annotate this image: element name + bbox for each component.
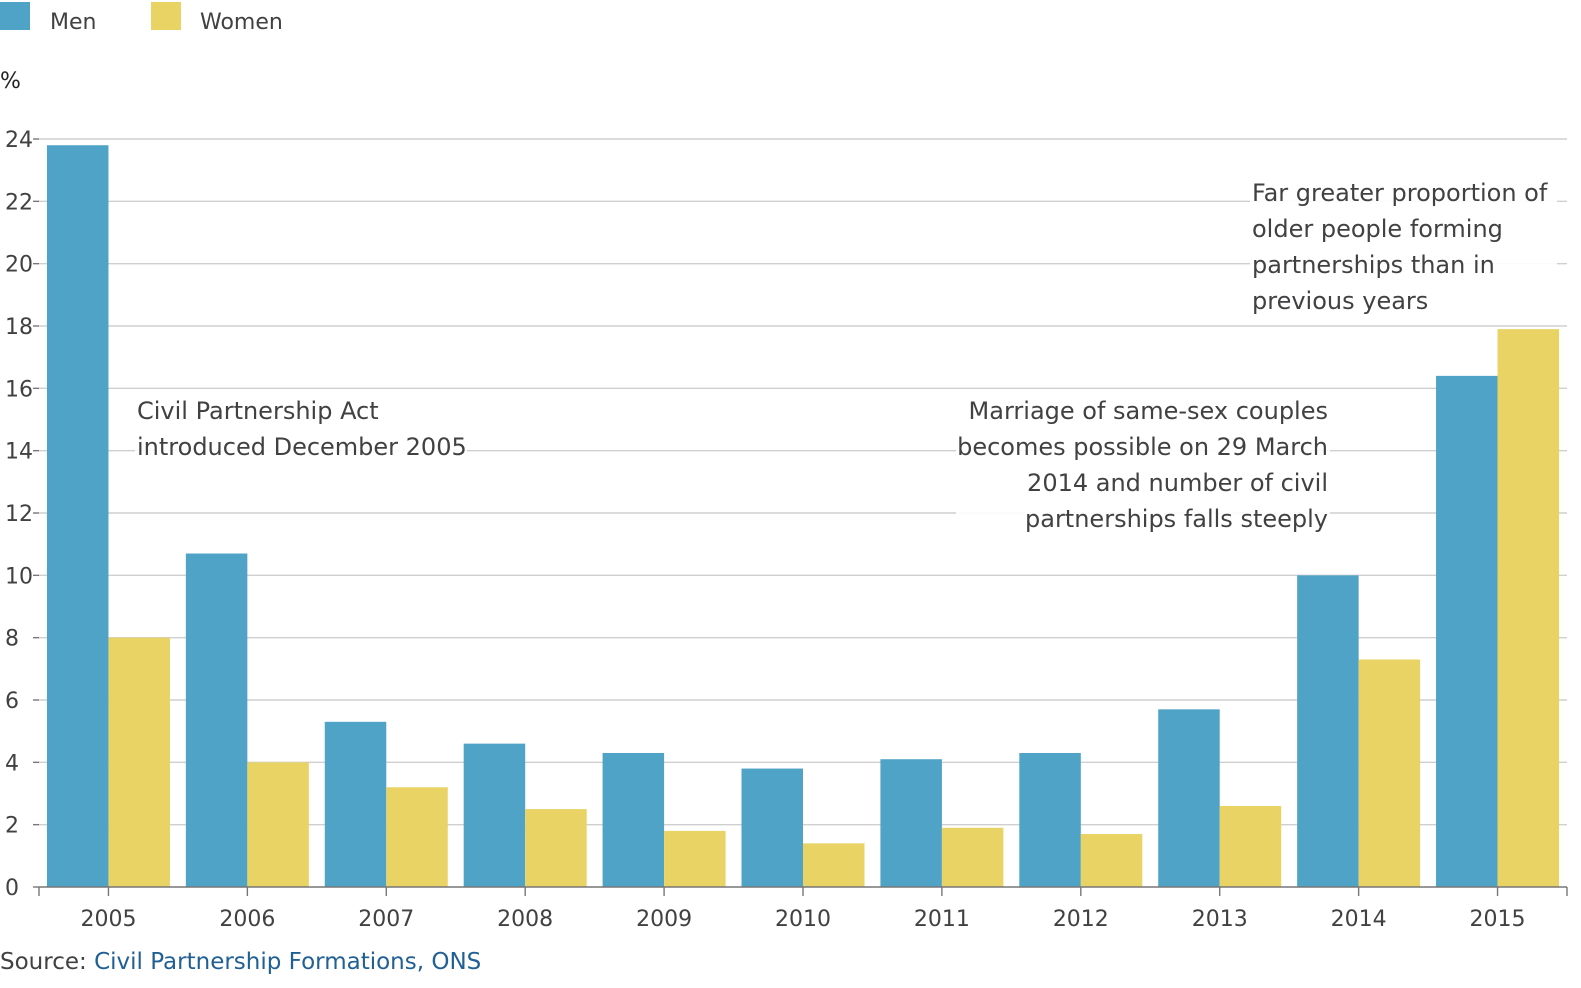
bar-men-2007 <box>324 721 387 887</box>
source-line: Source: Civil Partnership Formations, ON… <box>0 949 481 975</box>
x-tick-label: 2006 <box>219 907 275 932</box>
bar-men-2015 <box>1436 375 1498 887</box>
bar-men-2012 <box>1019 752 1081 887</box>
annotation-line: partnerships than in <box>1252 251 1495 279</box>
annotation-3: Far greater proportion of older people fo… <box>1250 174 1557 322</box>
annotation-background <box>1250 174 1557 322</box>
x-tick-label: 2007 <box>358 907 414 932</box>
annotation-background <box>956 392 1330 540</box>
x-tick-label: 2005 <box>80 907 136 932</box>
y-tick-label: 24 <box>5 128 33 153</box>
bar-women-2005 <box>108 637 170 887</box>
bar-men-2010 <box>741 768 803 887</box>
y-tick-label: 12 <box>5 502 33 527</box>
legend-label-women: Women <box>200 10 283 35</box>
y-tick-label: 20 <box>5 253 33 278</box>
bar-women-2007 <box>386 787 448 887</box>
x-tick-label: 2011 <box>914 907 970 932</box>
annotation-background <box>135 392 467 468</box>
x-tick-label: 2015 <box>1470 907 1526 932</box>
annotations: Civil Partnership Act introduced December… <box>135 174 1557 540</box>
bar-men-2005 <box>46 145 109 887</box>
y-tick-label: 22 <box>5 190 33 215</box>
bar-women-2006 <box>247 762 309 887</box>
annotation-line: older people forming <box>1252 215 1503 243</box>
bar-women-2015 <box>1497 329 1560 887</box>
x-tick-label: 2013 <box>1192 907 1248 932</box>
y-axis-unit-label: % <box>0 69 21 94</box>
bar-women-2013 <box>1219 805 1282 887</box>
annotation-line: Far greater proportion of <box>1252 179 1548 207</box>
annotation-2: Marriage of same-sex couples becomes poss… <box>956 392 1330 540</box>
bar-women-2010 <box>803 843 865 887</box>
y-tick-label: 4 <box>5 751 19 776</box>
source-link[interactable]: Civil Partnership Formations, ONS <box>94 949 482 975</box>
y-tick-label: 10 <box>5 564 33 589</box>
annotation-line: Civil Partnership Act <box>137 397 379 425</box>
bar-women-2008 <box>525 809 587 887</box>
legend-swatch-men <box>0 2 30 30</box>
legend-swatch-women <box>151 2 181 30</box>
bar-women-2011 <box>941 827 1004 887</box>
annotation-1: Civil Partnership Act introduced December… <box>135 392 467 468</box>
x-tick-label: 2009 <box>636 907 692 932</box>
annotation-line: previous years <box>1252 287 1428 315</box>
x-tick-label: 2008 <box>497 907 553 932</box>
y-tick-label: 0 <box>5 876 19 901</box>
bar-women-2009 <box>664 830 726 887</box>
legend: Men Women <box>0 2 283 35</box>
y-tick-label: 18 <box>5 315 33 340</box>
bars <box>46 145 1560 887</box>
annotation-line: 2014 and number of civil <box>1027 469 1328 497</box>
y-tick-label: 8 <box>5 627 19 652</box>
bar-women-2014 <box>1358 659 1421 887</box>
bar-men-2013 <box>1158 709 1220 887</box>
annotation-line: becomes possible on 29 March <box>957 433 1328 461</box>
annotation-line: partnerships falls steeply <box>1025 505 1328 533</box>
annotation-line: Marriage of same-sex couples <box>969 397 1328 425</box>
y-tick-label: 16 <box>5 377 33 402</box>
bar-men-2008 <box>463 743 526 887</box>
y-tick-label: 2 <box>5 814 19 839</box>
bar-men-2011 <box>880 759 942 887</box>
annotation-line: introduced December 2005 <box>137 433 467 461</box>
y-tick-label: 6 <box>5 689 19 714</box>
x-tick-label: 2012 <box>1053 907 1109 932</box>
bar-men-2009 <box>602 752 665 887</box>
x-tick-label: 2014 <box>1331 907 1387 932</box>
x-axis: 2005 2006 2007 2008 2009 2010 2011 2012 2013 2014… <box>38 886 1568 932</box>
bar-women-2012 <box>1080 834 1143 887</box>
source-prefix: Source: <box>0 949 87 975</box>
bar-men-2014 <box>1297 575 1359 887</box>
y-tick-label: 14 <box>5 440 33 465</box>
legend-label-men: Men <box>50 10 96 35</box>
bar-men-2006 <box>185 553 248 887</box>
x-tick-label: 2010 <box>775 907 831 932</box>
